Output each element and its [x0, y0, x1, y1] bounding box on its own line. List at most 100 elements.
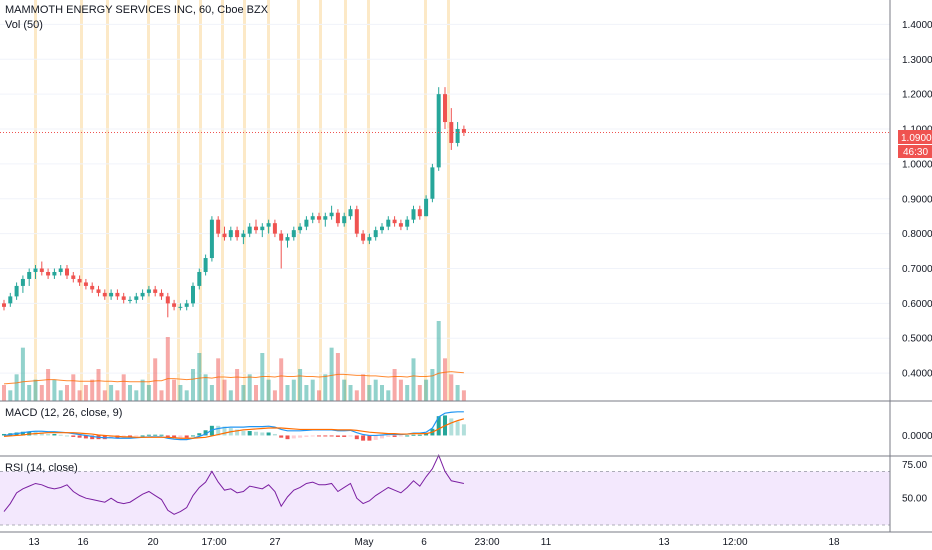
candle-body [90, 285, 95, 290]
volume-bar [102, 390, 107, 401]
volume-bar [27, 385, 32, 401]
candle-body [178, 306, 183, 308]
macd-histogram-bar [65, 435, 69, 437]
candle-body [128, 299, 132, 301]
macd-histogram-bar [398, 435, 403, 437]
candle-body [146, 289, 151, 293]
candle-body [298, 226, 303, 231]
x-tick-label: 6 [421, 537, 427, 548]
volume-bar [115, 390, 120, 401]
volume-bar [184, 390, 189, 401]
macd-line [3, 411, 464, 441]
candle-body [165, 296, 170, 304]
macd-histogram-bar [254, 431, 258, 436]
volume-bar [77, 390, 82, 401]
candle-body [58, 268, 63, 272]
volume-bar [386, 390, 391, 401]
volume-bar [443, 358, 447, 401]
candle-body [367, 237, 372, 241]
candle-body [266, 223, 271, 227]
candle-body [2, 303, 6, 307]
macd-histogram-bar [146, 434, 151, 436]
session-band-14 [447, 0, 450, 401]
volume-bar [52, 379, 57, 401]
volume-legend[interactable]: Vol (50) [5, 19, 43, 31]
rsi-y-tick-label: 50.00 [902, 494, 927, 505]
candle-body [279, 233, 284, 241]
volume-bar [83, 385, 88, 401]
time-axis-labels[interactable]: 13 16 20 17:00 27 May 6 23:00 11 13 12:00 18 [28, 537, 840, 548]
macd-histogram-bar [90, 435, 95, 440]
candle-body [14, 285, 19, 297]
candle-body [228, 230, 233, 238]
macd-histogram-bar [178, 435, 183, 438]
candle-body [449, 122, 454, 143]
volume-bar [216, 358, 221, 401]
rsi-legend[interactable]: RSI (14, close) [5, 462, 78, 474]
volume-bar [272, 390, 277, 401]
volume-bar [392, 369, 397, 401]
candle-body [71, 275, 76, 279]
macd-histogram-bar [266, 432, 271, 436]
candle-body [52, 271, 57, 276]
macd-histogram-bar [361, 435, 366, 441]
macd-histogram-bar [222, 426, 227, 436]
x-tick-label: May [355, 537, 374, 548]
macd-histogram-bar [235, 429, 240, 436]
x-tick-label: 12:00 [722, 537, 747, 548]
candlestick-series[interactable] [0, 87, 890, 318]
macd-histogram-bar [329, 435, 334, 437]
macd-histogram-bar [247, 431, 252, 436]
volume-bar [159, 390, 164, 401]
macd-legend[interactable]: MACD (12, 26, close, 9) [5, 407, 123, 419]
macd-histogram-bar [2, 433, 6, 436]
volume-bar [172, 379, 177, 401]
volume-bar [398, 379, 403, 401]
volume-bar [46, 369, 51, 401]
macd-histogram-bar [367, 435, 372, 441]
volume-bar [361, 374, 366, 401]
volume-bar [348, 385, 353, 401]
macd-histogram-bar [417, 434, 422, 436]
candle-body [323, 216, 328, 220]
candle-body [443, 94, 447, 123]
candle-body [417, 209, 422, 217]
volume-bar [291, 379, 296, 401]
bar-countdown: 46:30 [903, 147, 928, 158]
session-band-7 [243, 0, 246, 401]
y-tick-label: 0.6000 [902, 299, 932, 310]
session-band-4 [177, 0, 180, 401]
volume-bar [424, 379, 429, 401]
volume-bar [354, 390, 359, 401]
session-band-10 [319, 0, 322, 401]
candle-body [33, 268, 38, 272]
macd-histogram-bar [354, 435, 359, 440]
volume-bar [128, 385, 132, 401]
candle-body [203, 258, 208, 272]
volume-bar [65, 385, 69, 401]
candle-body [191, 285, 195, 304]
symbol-title[interactable]: MAMMOTH ENERGY SERVICES INC, 60, Cboe BZ… [5, 4, 269, 16]
volume-bar [14, 374, 19, 401]
volume-bar [298, 369, 303, 401]
volume-bar [8, 390, 13, 401]
volume-bar [109, 385, 114, 401]
macd-histogram-bar [342, 435, 347, 437]
volume-ma-line [3, 371, 464, 385]
volume-bar [33, 379, 38, 401]
y-tick-label: 0.5000 [902, 334, 932, 345]
macd-histogram-bar [20, 431, 25, 436]
x-tick-label: 11 [541, 537, 552, 548]
price-axis-labels[interactable]: 1.40001.30001.20001.10001.00000.90000.80… [902, 20, 932, 505]
candle-body [335, 212, 340, 224]
volume-bar [228, 390, 233, 401]
macd-histogram-bar [184, 435, 189, 438]
macd-histogram-bar [424, 433, 429, 436]
candle-body [398, 223, 403, 227]
candle-body [241, 233, 246, 238]
macd-y-tick-label: 0.0000 [902, 431, 932, 442]
macd-histogram-bar [83, 435, 88, 439]
x-tick-label: 13 [28, 537, 40, 548]
macd-histogram-bar [191, 435, 195, 437]
